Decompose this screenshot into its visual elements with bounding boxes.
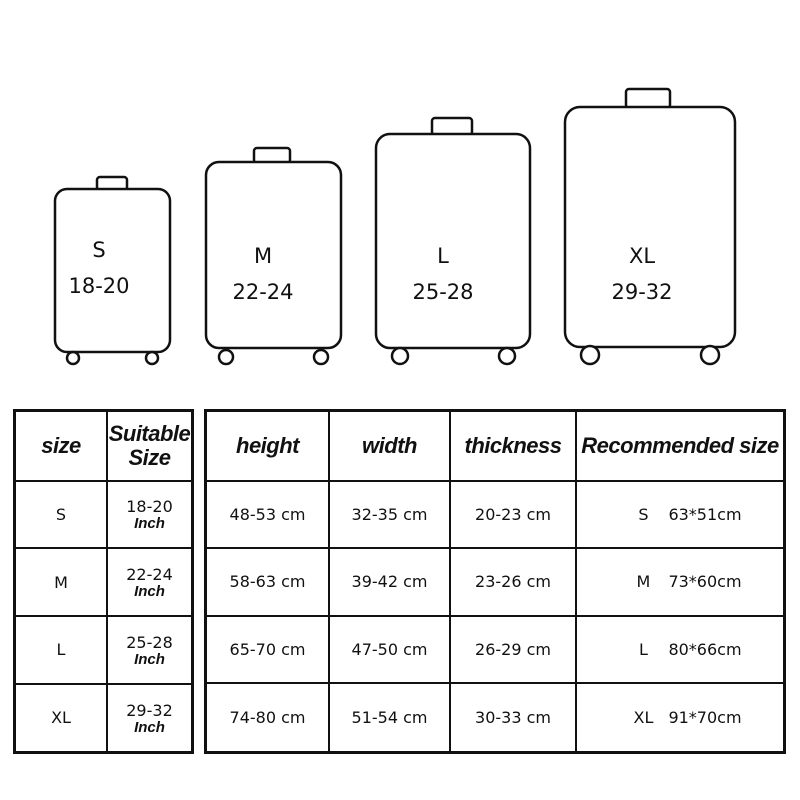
suitcase-m-icon bbox=[204, 146, 343, 366]
table-row: 65-70 cm 47-50 cm 26-29 cm L 80*66cm bbox=[204, 614, 786, 685]
cell-height: 48-53 cm bbox=[204, 479, 330, 550]
unit-label: Inch bbox=[134, 650, 165, 668]
cell-suitable: 22-24 Inch bbox=[106, 547, 194, 617]
header-height: height bbox=[204, 409, 330, 482]
header-recommended-size: Recommended size bbox=[575, 409, 786, 482]
cell-size: M bbox=[13, 547, 108, 617]
table-row: L 25-28 Inch bbox=[13, 615, 194, 685]
suitcase-s-label: S 18-20 bbox=[55, 238, 143, 298]
cell-height: 65-70 cm bbox=[204, 614, 330, 685]
suitcase-l-icon bbox=[374, 116, 532, 366]
cell-size: L bbox=[13, 615, 108, 685]
cell-recommended: L 80*66cm bbox=[575, 614, 786, 685]
suitcase-size: L bbox=[437, 244, 449, 268]
cell-thickness: 30-33 cm bbox=[449, 682, 577, 754]
unit-label: Inch bbox=[134, 515, 165, 533]
rec-size: S bbox=[638, 504, 649, 524]
suitable-range: 22-24 bbox=[126, 565, 173, 585]
suitcase-range: 22-24 bbox=[232, 280, 294, 304]
suitcase-size: XL bbox=[628, 244, 656, 268]
suitcase-m-label: M 22-24 bbox=[216, 244, 310, 304]
table-row: 48-53 cm 32-35 cm 20-23 cm S 63*51cm bbox=[204, 479, 786, 550]
rec-dims: 80*66cm bbox=[668, 639, 742, 659]
cell-suitable: 25-28 Inch bbox=[106, 615, 194, 685]
suitcase-illustrations bbox=[53, 87, 737, 366]
cell-height: 74-80 cm bbox=[204, 682, 330, 754]
cell-thickness: 20-23 cm bbox=[449, 479, 577, 550]
dimensions-table: height width thickness Recommended size … bbox=[204, 409, 786, 754]
cell-thickness: 26-29 cm bbox=[449, 614, 577, 685]
suitcase-l-label: L 25-28 bbox=[396, 244, 490, 304]
suitcase-xl-label: XL 29-32 bbox=[595, 244, 689, 304]
header-size: size bbox=[13, 409, 108, 482]
table-header-row: height width thickness Recommended size bbox=[204, 409, 786, 482]
suitcase-range: 18-20 bbox=[68, 274, 130, 298]
suitcase-size: S bbox=[92, 238, 106, 262]
suitcase-range: 25-28 bbox=[412, 280, 474, 304]
unit-label: Inch bbox=[134, 718, 165, 736]
header-thickness: thickness bbox=[449, 409, 577, 482]
header-suitable-size: Suitable Size bbox=[106, 409, 194, 482]
cell-width: 51-54 cm bbox=[328, 682, 451, 754]
cell-suitable: 18-20 Inch bbox=[106, 479, 194, 550]
table-row: S 18-20 Inch bbox=[13, 479, 194, 550]
suitcase-size: M bbox=[253, 244, 273, 268]
rec-size: L bbox=[638, 639, 648, 659]
cell-recommended: S 63*51cm bbox=[575, 479, 786, 550]
table-header-row: size Suitable Size bbox=[13, 409, 194, 482]
cell-width: 39-42 cm bbox=[328, 547, 451, 617]
header-width: width bbox=[328, 409, 451, 482]
rec-size: M bbox=[636, 572, 651, 592]
rec-dims: 91*70cm bbox=[668, 708, 742, 728]
table-row: XL 29-32 Inch bbox=[13, 682, 194, 754]
size-table: size Suitable Size S 18-20 Inch M 22-24 In… bbox=[13, 409, 194, 754]
cell-width: 47-50 cm bbox=[328, 614, 451, 685]
table-row: 58-63 cm 39-42 cm 23-26 cm M 73*60cm bbox=[204, 547, 786, 617]
cell-height: 58-63 cm bbox=[204, 547, 330, 617]
rec-dims: 73*60cm bbox=[668, 572, 742, 592]
cell-width: 32-35 cm bbox=[328, 479, 451, 550]
suitcase-s-icon bbox=[53, 175, 172, 366]
rec-size: XL bbox=[633, 708, 654, 728]
suitcase-range: 29-32 bbox=[611, 280, 673, 304]
cell-size: XL bbox=[13, 682, 108, 754]
suitcase-xl-icon bbox=[563, 87, 737, 366]
suitable-range: 25-28 bbox=[126, 632, 173, 652]
suitable-range: 29-32 bbox=[126, 700, 173, 720]
cell-suitable: 29-32 Inch bbox=[106, 682, 194, 754]
cell-size: S bbox=[13, 479, 108, 550]
suitable-range: 18-20 bbox=[126, 497, 173, 517]
rec-dims: 63*51cm bbox=[668, 504, 742, 524]
cell-recommended: M 73*60cm bbox=[575, 547, 786, 617]
cell-thickness: 23-26 cm bbox=[449, 547, 577, 617]
table-row: 74-80 cm 51-54 cm 30-33 cm XL 91*70cm bbox=[204, 682, 786, 754]
unit-label: Inch bbox=[134, 583, 165, 601]
table-row: M 22-24 Inch bbox=[13, 547, 194, 617]
cell-recommended: XL 91*70cm bbox=[575, 682, 786, 754]
